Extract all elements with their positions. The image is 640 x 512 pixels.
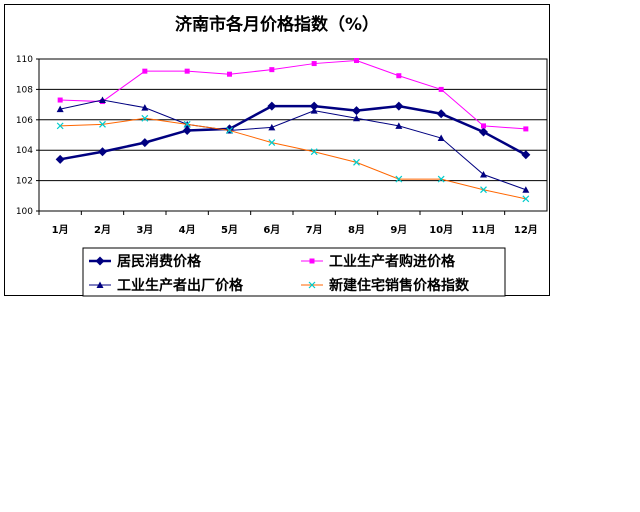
legend-label: 工业生产者购进价格: [329, 253, 456, 270]
series-4: [56, 114, 530, 203]
data-point: [267, 101, 277, 111]
legend-marker: [95, 256, 105, 266]
data-point: [56, 105, 64, 113]
x-tick-label: 5月: [221, 224, 238, 236]
data-point: [522, 186, 530, 193]
data-point: [311, 61, 317, 67]
data-point: [436, 109, 446, 119]
y-tick-label: 102: [16, 177, 33, 187]
data-point: [437, 134, 445, 142]
data-point: [438, 86, 444, 92]
data-point: [354, 58, 359, 64]
data-point: [479, 127, 488, 137]
legend-item-1: 居民消费价格: [89, 253, 202, 270]
series-line: [60, 117, 526, 200]
chart-title: 济南市各月价格指数（%）: [175, 14, 379, 35]
series-line: [60, 60, 526, 130]
y-tick-label: 100: [16, 207, 33, 217]
data-point: [98, 147, 107, 157]
series-line: [60, 99, 527, 191]
plot-area: [38, 58, 548, 212]
data-point: [268, 139, 276, 147]
data-point: [481, 123, 486, 129]
data-point: [55, 154, 65, 164]
legend-item-3: 工业生产者出厂价格: [89, 277, 244, 294]
data-point: [99, 96, 106, 104]
legend-label: 居民消费价格: [117, 253, 202, 270]
data-point: [268, 123, 276, 131]
axis-ticks: 100 102 104 106 108 110 1月 2月 3月 4月 5月 6月 7月 8月 9月 10月 1…: [16, 55, 538, 236]
data-point: [437, 175, 445, 183]
data-point: [352, 106, 361, 116]
legend-item-2: 工业生产者购进价格: [301, 253, 456, 270]
data-point: [309, 101, 319, 111]
data-point: [99, 120, 106, 128]
x-tick-label: 8月: [348, 224, 365, 236]
series-1: [55, 101, 531, 164]
x-tick-label: 2月: [94, 224, 111, 236]
y-tick-label: 106: [16, 116, 33, 126]
legend-label: 工业生产者出厂价格: [117, 277, 244, 294]
series-line: [59, 104, 527, 161]
x-tick-label: 6月: [263, 224, 280, 236]
series-layer: [55, 58, 531, 203]
y-tick-label: 108: [16, 85, 33, 95]
x-tick-label: 3月: [136, 224, 153, 236]
data-point: [353, 158, 360, 166]
data-point: [395, 175, 403, 183]
x-tick-label: 7月: [306, 224, 323, 236]
x-tick-label: 1月: [52, 224, 69, 236]
data-point: [142, 68, 148, 74]
y-tick-label: 110: [16, 55, 33, 65]
grid: [39, 58, 547, 212]
data-point: [227, 71, 232, 77]
x-tick-label: 10月: [429, 224, 453, 236]
legend-marker: [308, 281, 316, 289]
data-point: [394, 101, 404, 111]
data-point: [141, 104, 149, 111]
data-point: [480, 186, 487, 194]
data-point: [396, 73, 402, 79]
data-point: [182, 125, 192, 135]
y-tick-label: 104: [16, 146, 33, 156]
x-tick-label: 11月: [472, 224, 496, 236]
data-point: [310, 107, 318, 114]
legend-marker: [96, 281, 104, 288]
data-point: [521, 150, 531, 160]
data-point: [523, 126, 529, 132]
data-point: [141, 114, 149, 122]
data-point: [183, 120, 191, 128]
data-point: [310, 148, 318, 156]
legend-item-4: 新建住宅销售价格指数: [301, 277, 470, 294]
x-tick-label: 9月: [390, 224, 407, 236]
data-point: [226, 127, 233, 134]
data-point: [480, 171, 487, 178]
data-point: [269, 67, 275, 73]
x-tick-label: 12月: [514, 224, 538, 236]
data-point: [56, 122, 64, 130]
chart-frame: 济南市各月价格指数（%） 100 102 104 106 108 110 1月 2月 3月 4月 5…: [4, 4, 550, 297]
legend-label: 新建住宅销售价格指数: [329, 277, 470, 294]
data-point: [522, 195, 530, 203]
data-point: [395, 122, 403, 129]
line-chart: 济南市各月价格指数（%） 100 102 104 106 108 110 1月 2月 3月 4月 5…: [16, 14, 548, 297]
data-point: [353, 114, 360, 122]
data-point: [57, 97, 63, 103]
data-point: [184, 68, 190, 74]
legend-box: [82, 247, 506, 297]
series-3: [56, 96, 530, 193]
x-tick-label: 4月: [179, 224, 196, 236]
data-point: [140, 138, 150, 148]
legend-marker: [309, 258, 315, 264]
